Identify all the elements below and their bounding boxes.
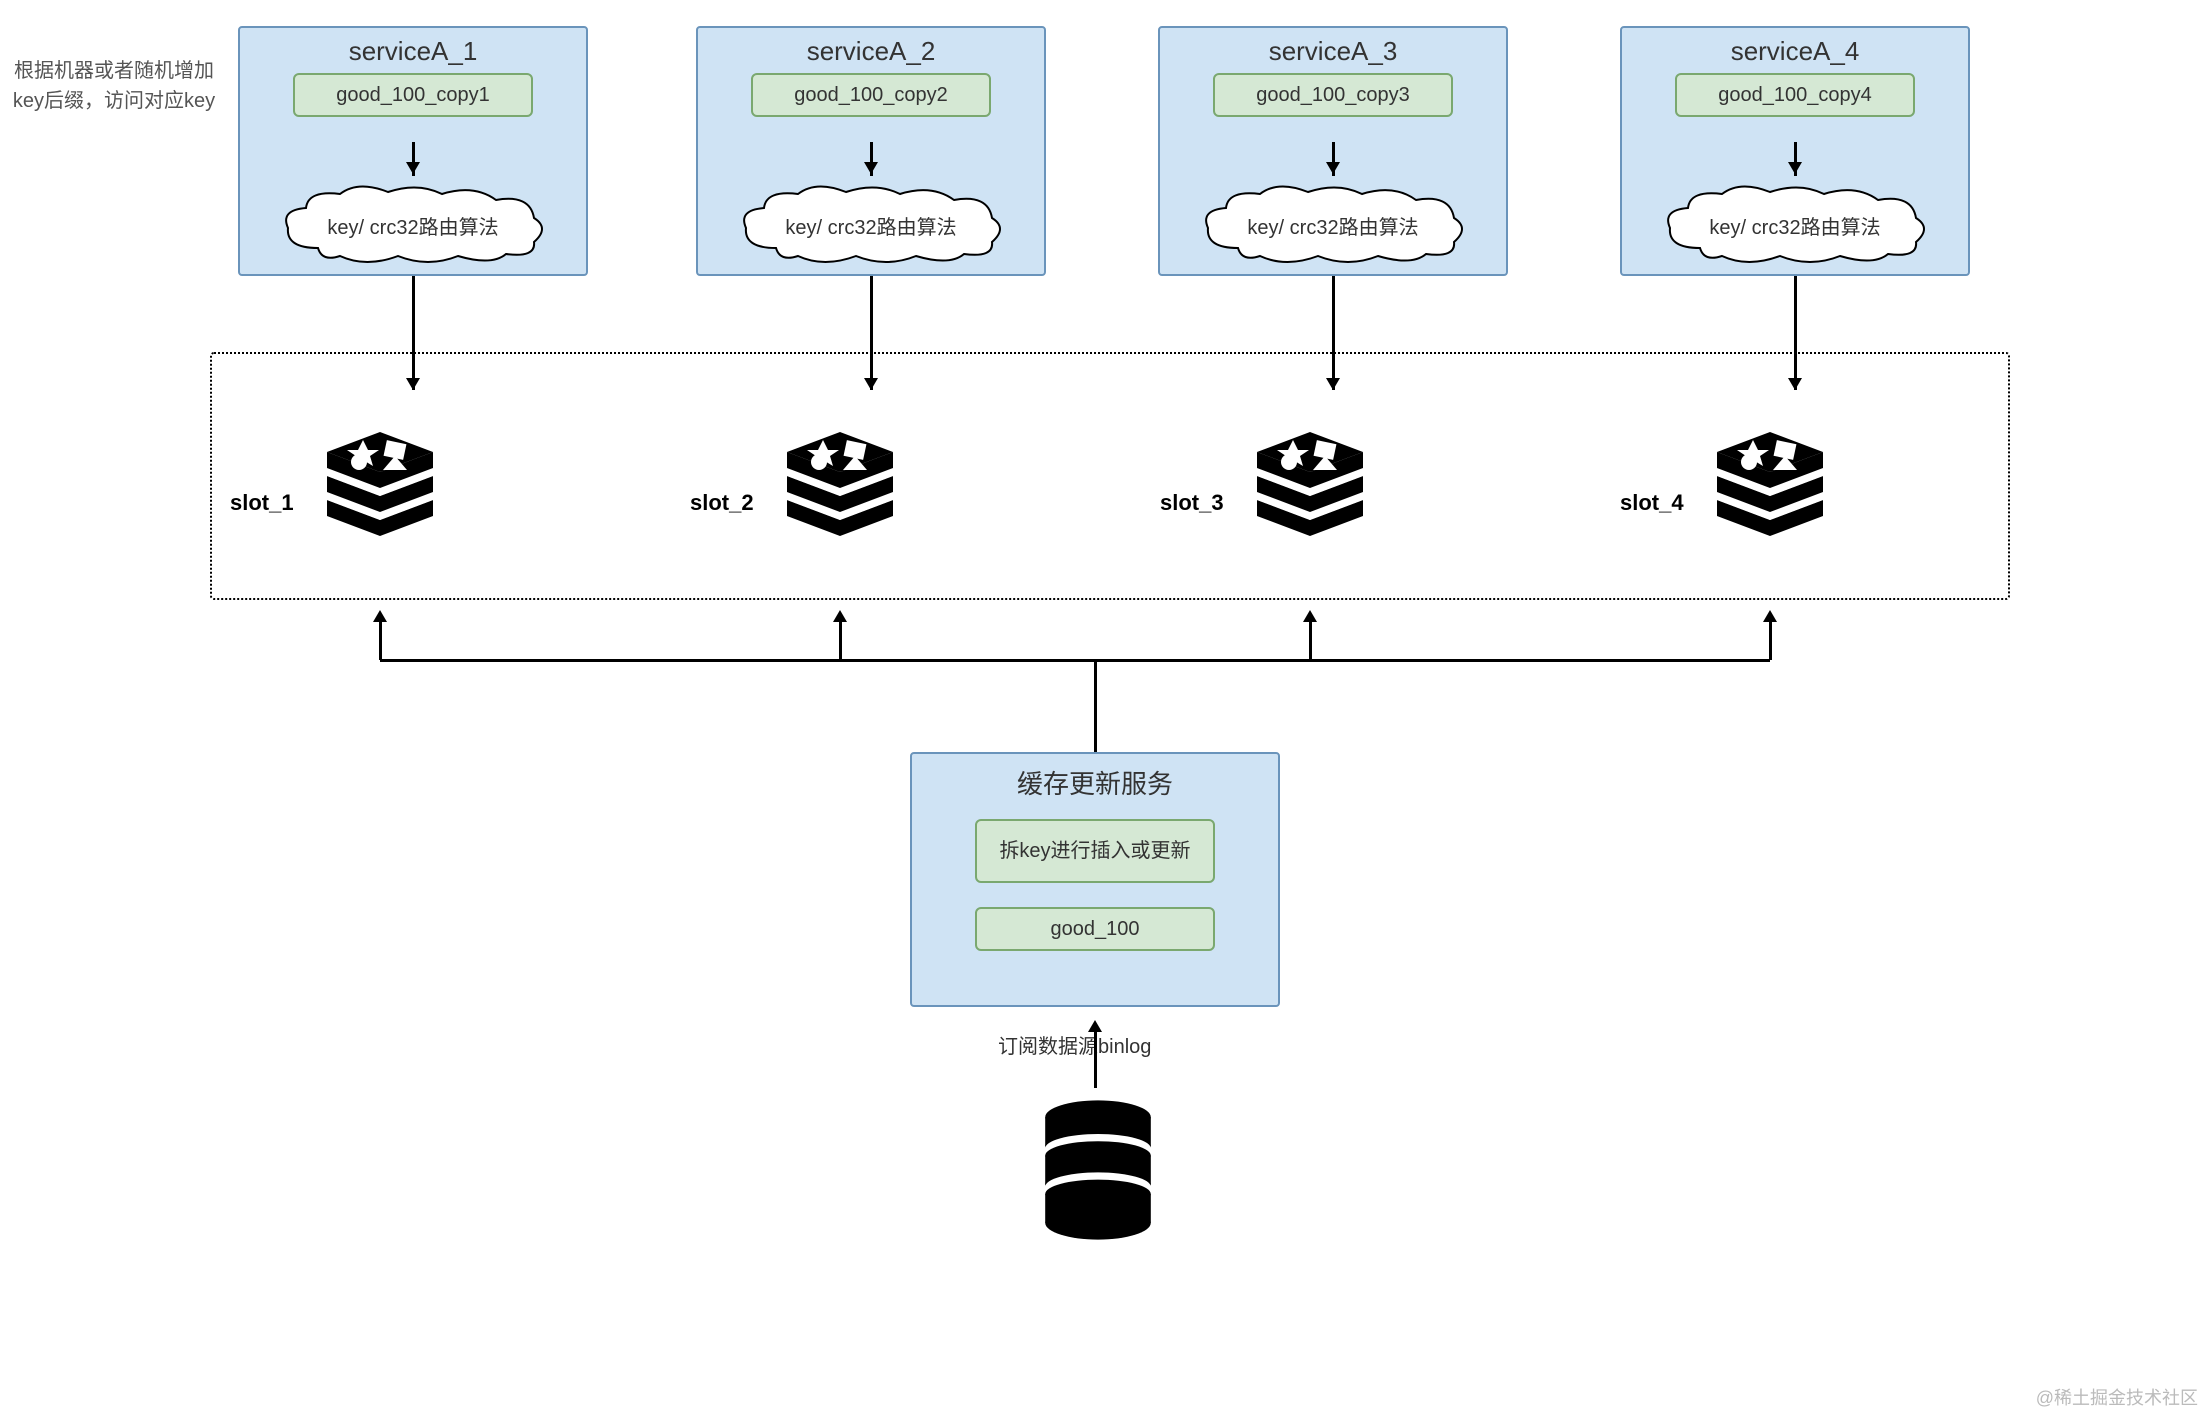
cache-stack-icon xyxy=(315,410,445,540)
cache-update-service-box: 缓存更新服务 拆key进行插入或更新 good_100 xyxy=(910,752,1280,1007)
cache-stack-icon xyxy=(775,410,905,540)
slot-4 xyxy=(1705,410,1835,540)
note-text: 根据机器或者随机增加key后缀，访问对应key xyxy=(4,56,224,116)
update-service-title: 缓存更新服务 xyxy=(912,754,1278,809)
cloud-label: key/ crc32路由算法 xyxy=(327,211,498,240)
binlog-label: 订阅数据源binlog xyxy=(998,1030,1151,1059)
slot-2 xyxy=(775,410,905,540)
cloud-label: key/ crc32路由算法 xyxy=(785,211,956,240)
slot-3 xyxy=(1245,410,1375,540)
slot-label: slot_2 xyxy=(690,490,754,516)
slot-label: slot_3 xyxy=(1160,490,1224,516)
watermark-text: @稀土掘金技术社区 xyxy=(2036,1384,2198,1410)
service-title: serviceA_1 xyxy=(240,28,586,73)
slot-label: slot_1 xyxy=(230,490,294,516)
routing-cloud: key/ crc32路由算法 xyxy=(1660,184,1930,264)
slot-1 xyxy=(315,410,445,540)
service-title: serviceA_3 xyxy=(1160,28,1506,73)
cache-stack-icon xyxy=(1705,410,1835,540)
cloud-label: key/ crc32路由算法 xyxy=(1247,211,1418,240)
database-icon xyxy=(1038,1098,1158,1238)
update-action-box: 拆key进行插入或更新 xyxy=(975,819,1215,883)
routing-cloud: key/ crc32路由算法 xyxy=(278,184,548,264)
service-title: serviceA_2 xyxy=(698,28,1044,73)
service-key-box: good_100_copy2 xyxy=(751,73,991,117)
routing-cloud: key/ crc32路由算法 xyxy=(736,184,1006,264)
slot-label: slot_4 xyxy=(1620,490,1684,516)
service-key-box: good_100_copy4 xyxy=(1675,73,1915,117)
service-key-box: good_100_copy3 xyxy=(1213,73,1453,117)
service-key-box: good_100_copy1 xyxy=(293,73,533,117)
update-key-box: good_100 xyxy=(975,907,1215,951)
routing-cloud: key/ crc32路由算法 xyxy=(1198,184,1468,264)
service-title: serviceA_4 xyxy=(1622,28,1968,73)
cloud-label: key/ crc32路由算法 xyxy=(1709,211,1880,240)
cache-stack-icon xyxy=(1245,410,1375,540)
